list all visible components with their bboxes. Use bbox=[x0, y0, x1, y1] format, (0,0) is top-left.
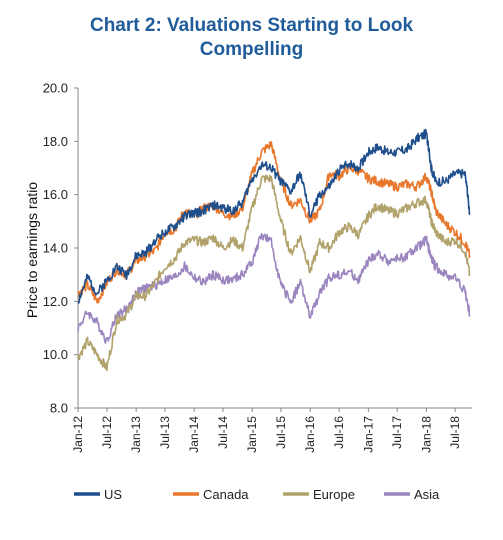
y-axis-label: Price to earnings ratio bbox=[24, 182, 40, 318]
legend-item-europe: Europe bbox=[283, 487, 355, 502]
legend-item-us: US bbox=[74, 487, 122, 502]
x-tick-label: Jan-12 bbox=[71, 416, 85, 453]
x-tick-label: Jul-17 bbox=[390, 416, 404, 449]
y-tick-label: 8.0 bbox=[50, 401, 68, 416]
series-line-europe bbox=[77, 174, 471, 372]
x-tick-label: Jul-16 bbox=[332, 416, 346, 449]
x-tick-label: Jan-14 bbox=[187, 416, 201, 453]
x-tick-label: Jan-13 bbox=[129, 416, 143, 453]
legend-item-canada: Canada bbox=[173, 487, 249, 502]
x-tick-label: Jul-12 bbox=[100, 416, 114, 449]
legend-label: US bbox=[104, 487, 122, 502]
y-axis-ticks: 8.0 10.0 12.0 14.0 16.0 18.0 20.0 bbox=[43, 81, 78, 416]
y-tick-label: 10.0 bbox=[43, 347, 68, 362]
y-tick-label: 12.0 bbox=[43, 294, 68, 309]
legend: US Canada Europe Asia bbox=[74, 487, 440, 502]
series-line-asia bbox=[77, 232, 471, 344]
x-tick-label: Jan-17 bbox=[361, 416, 375, 453]
x-tick-label: Jul-13 bbox=[158, 416, 172, 449]
chart-title: Chart 2: Valuations Starting to Look Com… bbox=[0, 14, 503, 62]
y-tick-label: 16.0 bbox=[43, 187, 68, 202]
chart-title-line-2: Compelling bbox=[199, 39, 304, 60]
series-lines bbox=[77, 128, 471, 372]
y-tick-label: 18.0 bbox=[43, 134, 68, 149]
y-tick-label: 14.0 bbox=[43, 241, 68, 256]
legend-item-asia: Asia bbox=[384, 487, 440, 502]
x-tick-label: Jan-18 bbox=[419, 416, 433, 453]
x-tick-label: Jan-16 bbox=[303, 416, 317, 453]
legend-label: Canada bbox=[203, 487, 249, 502]
chart-axes bbox=[77, 88, 472, 409]
y-tick-label: 20.0 bbox=[43, 81, 68, 96]
x-tick-label: Jul-14 bbox=[216, 416, 230, 449]
series-line-canada bbox=[77, 141, 471, 304]
x-tick-label: Jul-15 bbox=[274, 416, 288, 449]
legend-label: Europe bbox=[313, 487, 355, 502]
x-tick-label: Jan-15 bbox=[245, 416, 259, 453]
series-line-us bbox=[77, 128, 471, 304]
legend-label: Asia bbox=[414, 487, 440, 502]
x-tick-label: Jul-18 bbox=[448, 416, 462, 449]
chart-title-line-1: Chart 2: Valuations Starting to Look bbox=[89, 15, 414, 36]
x-axis-ticks: Jan-12 Jul-12 Jan-13 Jul-13 Jan-14 Jul-14 Jan-… bbox=[71, 408, 462, 453]
